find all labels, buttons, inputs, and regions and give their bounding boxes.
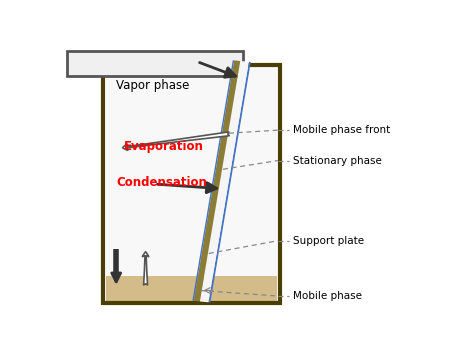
Bar [66,51,243,76]
Polygon shape [209,62,251,303]
Polygon shape [194,60,240,302]
Polygon shape [192,60,234,301]
Text: Stationary phase: Stationary phase [292,155,382,165]
Text: Condensation: Condensation [116,176,207,189]
Text: Support plate: Support plate [292,236,364,246]
Bar [103,65,280,303]
Text: Evaporation: Evaporation [124,140,203,153]
Bar [106,276,277,301]
Text: Vapor phase: Vapor phase [116,79,190,92]
Text: Mobile phase front: Mobile phase front [292,125,390,135]
Polygon shape [200,61,249,302]
Bar [106,67,277,301]
Text: Mobile phase: Mobile phase [292,291,362,301]
